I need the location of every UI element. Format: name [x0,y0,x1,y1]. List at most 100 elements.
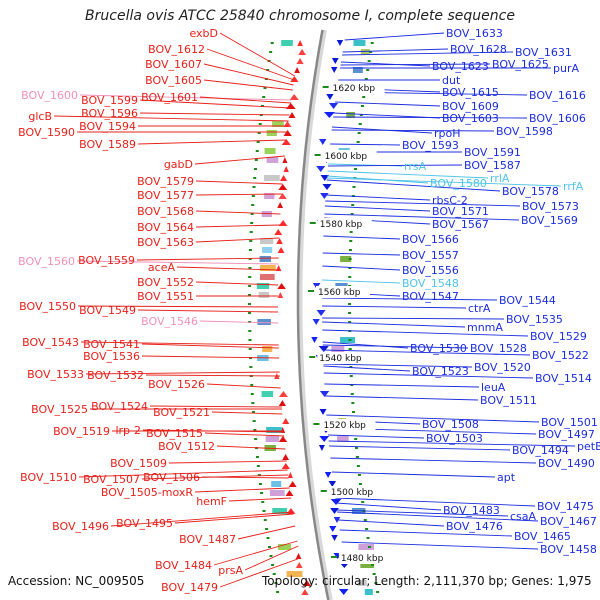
leader-line [325,200,521,207]
tick-mark [350,393,354,395]
gene-label: BOV_1532 [87,369,144,382]
cog-block [266,157,279,163]
leader-line [201,476,289,479]
leader-line [322,252,401,256]
gene-label: BOV_1544 [499,294,556,307]
leader-line [323,363,473,368]
forward-gene-mark [282,157,288,163]
tick-mark [351,204,355,206]
cog-block [263,175,280,181]
gene-label: BOV_1615 [442,86,499,99]
leader-line [330,143,401,146]
leader-line [206,48,295,81]
leader-line [335,497,536,507]
cog-block [277,544,292,550]
gene-label: ctrA [468,302,491,315]
genome-circle-arc [297,29,333,600]
gene-label: BOV_1509 [110,457,167,470]
ruler-label: 1520 kbp [323,421,366,431]
leader-line [330,457,537,464]
leader-line [324,213,520,221]
cog-block [256,283,270,289]
cog-block [259,265,276,271]
tick-mark [348,258,352,260]
tick-mark [248,303,252,305]
ruler-label: 1600 kbp [325,152,368,162]
tick-mark [249,231,253,233]
cog-block [272,508,288,514]
leader-line [137,309,279,313]
leader-line [244,545,299,571]
leader-line [219,32,296,77]
tick-mark [359,114,363,116]
tick-mark [367,60,371,62]
tick-mark [349,240,353,242]
gene-label: BOV_1567 [432,218,489,231]
reverse-gene-mark [318,346,329,352]
tick-mark [260,492,264,494]
genome-circle-arc-core [296,29,330,600]
leader-line [322,344,469,349]
forward-gene-mark [288,481,297,487]
tick-mark [250,213,254,215]
gene-label: rrsA [404,160,427,173]
gene-label: BOV_1568 [137,205,194,218]
tick-mark [351,411,355,413]
leader-line [219,557,301,588]
tick-mark [353,168,357,170]
leader-line [342,51,514,56]
leader-line [323,235,401,240]
reverse-gene-mark [318,445,325,451]
tick-mark [263,519,267,521]
forward-gene-mark [274,229,283,235]
leader-line [139,99,291,109]
ruler-tick [309,356,316,358]
tick-mark [252,186,256,188]
tick-mark [269,555,273,557]
gene-label: leuA [481,381,506,394]
cog-block [262,247,273,253]
leader-line [79,94,292,101]
tick-mark [262,510,266,512]
cog-block [346,112,355,118]
tick-mark [349,366,353,368]
leader-line [141,355,280,359]
forward-gene-mark [295,553,302,559]
forward-gene-mark [282,454,290,460]
forward-gene-mark [281,463,290,469]
forward-gene-mark [278,400,287,406]
cog-block [353,40,366,46]
leader-line [203,63,294,86]
gene-label: BOV_1571 [432,205,489,218]
tick-mark [371,564,375,566]
cog-block [260,238,274,244]
tick-mark [248,267,252,269]
tick-mark [250,222,254,224]
gene-label: BOV_1536 [83,350,140,363]
feature-tracks [248,40,380,595]
gene-label: prsA [218,564,243,577]
leader-line [335,101,441,107]
gene-label: exbD [189,27,218,40]
gene-label: BOV_1514 [535,372,592,385]
genome-backbone [296,29,333,600]
cog-block [360,562,374,568]
gene-label: BOV_1566 [402,233,459,246]
gene-label: apt [497,471,516,484]
gene-label: BOV_1577 [137,189,194,202]
tick-mark [256,141,260,143]
ruler-label: 1560 kbp [318,288,361,298]
forward-gene-mark [298,49,307,55]
gene-label: BOV_1601 [141,91,198,104]
gene-label: BOV_1533 [27,368,84,381]
tick-mark [256,465,260,467]
reverse-gene-mark [319,436,330,442]
gene-label: BOV_1552 [137,276,194,289]
gene-label: BOV_1625 [492,58,549,71]
gene-label: BOV_1497 [538,428,595,441]
tick-mark [265,528,269,530]
gene-label: BOV_1578 [502,185,559,198]
gene-label: BOV_1569 [521,214,578,227]
reverse-gene-mark [319,139,327,145]
gene-label: BOV_1606 [529,112,586,125]
